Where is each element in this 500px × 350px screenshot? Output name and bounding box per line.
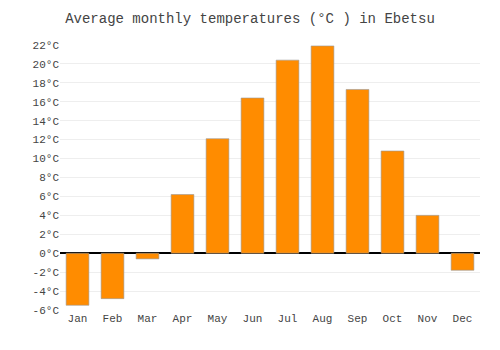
svg-text:22°C: 22°C xyxy=(33,40,60,52)
svg-text:2°C: 2°C xyxy=(39,229,59,241)
svg-text:18°C: 18°C xyxy=(33,78,60,90)
svg-text:Oct: Oct xyxy=(383,313,403,325)
svg-text:6°C: 6°C xyxy=(39,191,59,203)
svg-text:Jul: Jul xyxy=(278,313,298,325)
svg-text:Jan: Jan xyxy=(68,313,88,325)
svg-text:4°C: 4°C xyxy=(39,210,59,222)
svg-text:Apr: Apr xyxy=(173,313,193,325)
svg-text:Jun: Jun xyxy=(243,313,263,325)
svg-text:Nov: Nov xyxy=(418,313,438,325)
svg-text:Feb: Feb xyxy=(103,313,123,325)
svg-text:-4°C: -4°C xyxy=(33,286,60,298)
svg-text:Dec: Dec xyxy=(453,313,473,325)
svg-text:10°C: 10°C xyxy=(33,153,60,165)
svg-text:-2°C: -2°C xyxy=(33,267,60,279)
svg-text:Aug: Aug xyxy=(313,313,333,325)
svg-text:-6°C: -6°C xyxy=(33,305,60,317)
svg-text:May: May xyxy=(208,313,228,325)
svg-text:Sep: Sep xyxy=(348,313,368,325)
svg-text:8°C: 8°C xyxy=(39,172,59,184)
svg-text:20°C: 20°C xyxy=(33,59,60,71)
svg-text:0°C: 0°C xyxy=(39,248,59,260)
svg-text:16°C: 16°C xyxy=(33,97,60,109)
svg-text:Average monthly temperatures (: Average monthly temperatures (°C ) in Eb… xyxy=(65,11,435,27)
svg-text:12°C: 12°C xyxy=(33,134,60,146)
svg-text:Mar: Mar xyxy=(138,313,158,325)
svg-text:14°C: 14°C xyxy=(33,116,60,128)
